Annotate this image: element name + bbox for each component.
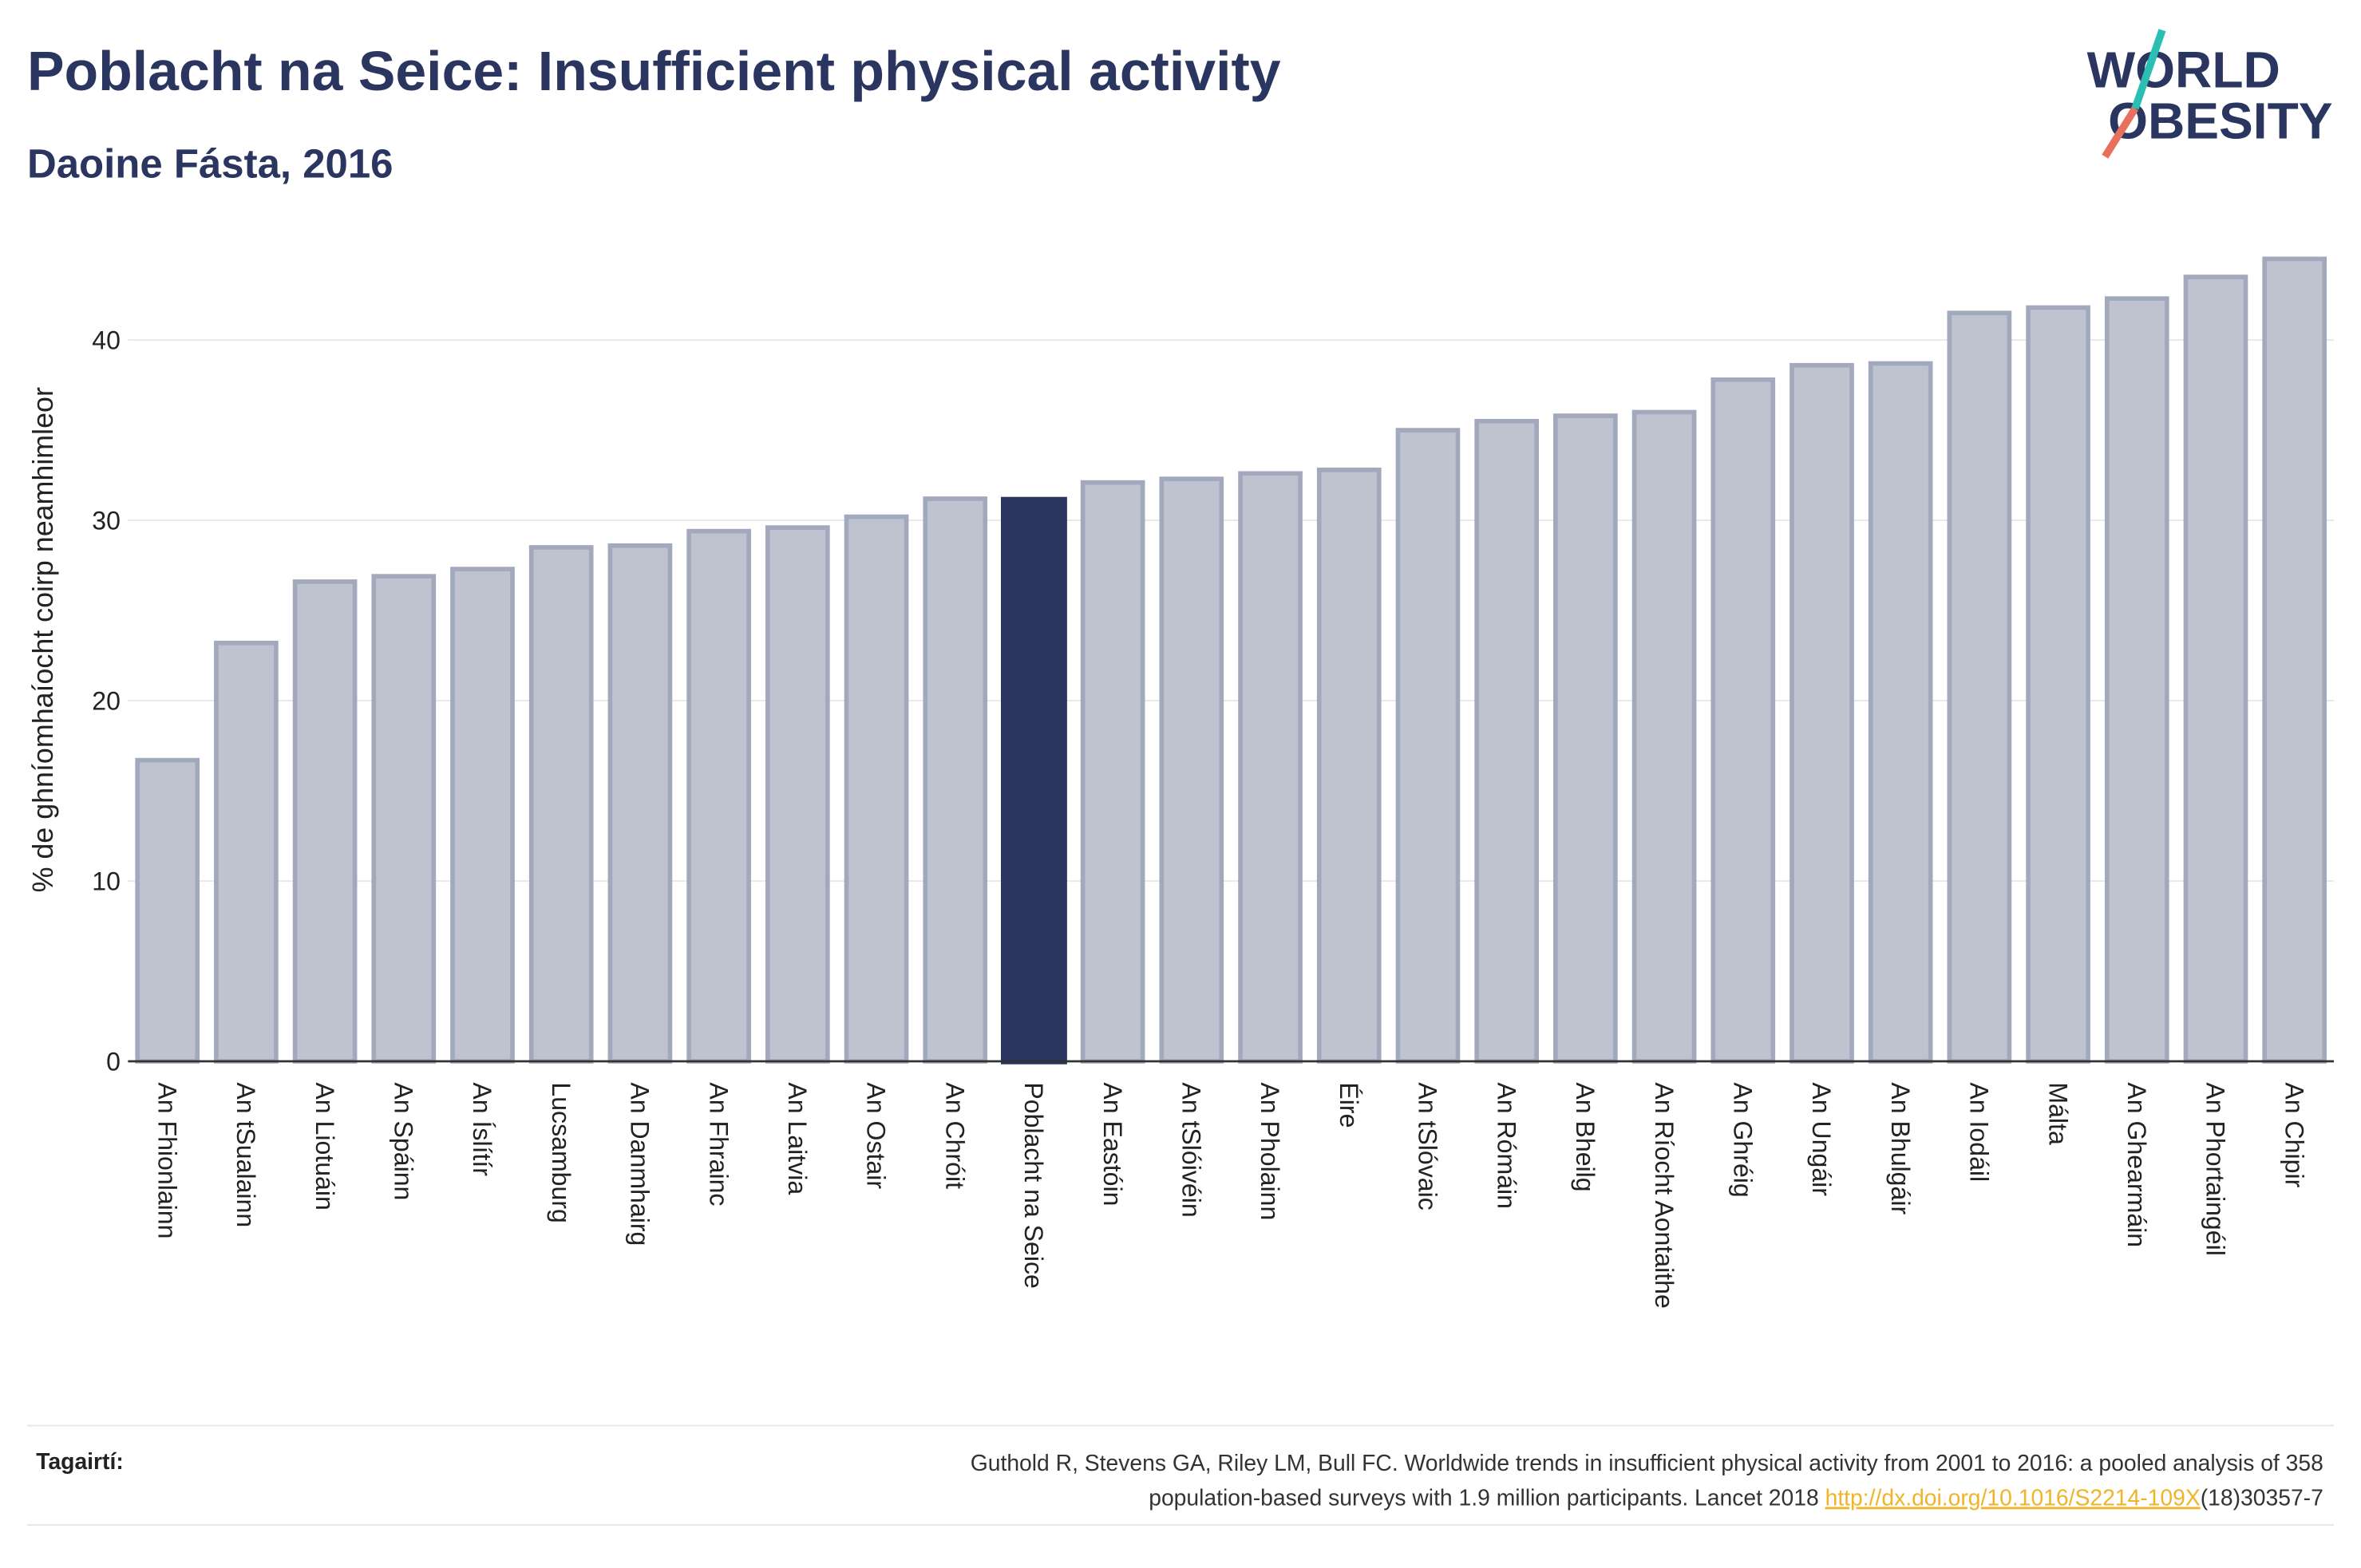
source-text: Guthold R, Stevens GA, Riley LM, Bull FC… xyxy=(971,1450,2323,1475)
y-tick-label: 40 xyxy=(92,326,121,354)
x-tick-label: An Ostair xyxy=(862,1082,891,1189)
bar xyxy=(844,514,909,1064)
bar xyxy=(1710,377,1776,1064)
y-tick-label: 10 xyxy=(92,867,121,895)
bar xyxy=(686,528,751,1064)
bar xyxy=(1238,471,1303,1064)
x-tick-label: An tSlóvaic xyxy=(1414,1082,1442,1210)
y-axis-label: % de ghníomhaíocht coirp neamhimleor xyxy=(27,387,59,892)
x-tick-label: An Pholainn xyxy=(1256,1082,1284,1220)
source-text: (18)30357-7 xyxy=(2201,1485,2323,1511)
logo-text: WORLD xyxy=(2087,41,2280,98)
bar xyxy=(1631,409,1697,1064)
bar xyxy=(1080,480,1145,1064)
source-text: population-based surveys with 1.9 millio… xyxy=(1149,1485,1825,1511)
x-tick-label: An Chipir xyxy=(2280,1082,2308,1187)
bar xyxy=(1553,413,1618,1064)
bar xyxy=(1395,428,1461,1064)
x-tick-label: An Eastóin xyxy=(1098,1082,1127,1206)
bar xyxy=(1316,467,1382,1064)
x-tick-label: An Fhrainc xyxy=(704,1082,733,1206)
chart-title: Poblacht na Seice: Insufficient physical… xyxy=(27,40,1281,102)
x-tick-label: An Ghréig xyxy=(1728,1082,1757,1197)
source-label: Tagairtí: xyxy=(36,1448,123,1474)
bar xyxy=(214,640,279,1064)
x-tick-label: An Fhionlainn xyxy=(152,1082,181,1238)
bar xyxy=(1474,418,1539,1064)
x-tick-label: An Liotuáin xyxy=(310,1082,339,1210)
x-tick-label: An Bhulgáir xyxy=(1886,1082,1915,1215)
bar xyxy=(371,574,437,1064)
bar xyxy=(528,545,594,1064)
x-tick-label: An Íslítír xyxy=(468,1082,496,1176)
chart-subtitle: Daoine Fásta, 2016 xyxy=(27,141,394,187)
bar xyxy=(607,543,673,1064)
bar xyxy=(923,496,988,1064)
x-tick-label: An Spáinn xyxy=(389,1082,417,1200)
bar xyxy=(1947,310,2012,1064)
x-tick-label: An Iodáil xyxy=(1965,1082,1994,1182)
x-tick-label: An Ungáir xyxy=(1807,1082,1836,1196)
x-tick-label: Lucsamburg xyxy=(547,1082,575,1222)
x-tick-label: An Danmhairg xyxy=(626,1082,655,1246)
x-tick-label: Poblacht na Seice xyxy=(1019,1082,1048,1288)
bar xyxy=(1159,476,1224,1064)
bar xyxy=(2104,296,2169,1064)
logo-text: OBESITY xyxy=(2108,93,2332,150)
y-tick-label: 30 xyxy=(92,506,121,535)
x-tick-label: An Phortaingéil xyxy=(2201,1082,2230,1255)
bar xyxy=(135,757,200,1064)
bar xyxy=(2262,256,2327,1064)
bar xyxy=(1868,361,1933,1064)
x-tick-label: An Bheilg xyxy=(1571,1082,1600,1191)
x-tick-label: An Ghearmáin xyxy=(2122,1082,2151,1247)
x-tick-label: Éire xyxy=(1335,1082,1363,1128)
x-tick-label: Málta xyxy=(2043,1082,2072,1145)
bar xyxy=(292,579,358,1064)
x-tick-label: An tSlóivéin xyxy=(1177,1082,1206,1217)
y-tick-label: 0 xyxy=(106,1047,121,1076)
source-text: population-based surveys with 1.9 millio… xyxy=(1149,1485,2323,1511)
x-tick-label: An Rómáin xyxy=(1492,1082,1521,1209)
bar xyxy=(765,525,830,1064)
x-tick-label: An Laitvia xyxy=(783,1082,812,1195)
x-tick-label: An tSualainn xyxy=(231,1082,260,1227)
x-tick-label: An Chróit xyxy=(940,1082,969,1189)
source-link[interactable]: http://dx.doi.org/10.1016/S2214-109X xyxy=(1825,1485,2201,1511)
logo-slash xyxy=(2131,29,2166,110)
bar xyxy=(2183,274,2248,1064)
bar xyxy=(450,567,515,1064)
logo-slash xyxy=(2102,106,2139,159)
bar xyxy=(2026,305,2090,1064)
y-tick-label: 20 xyxy=(92,686,121,715)
x-tick-label: An Ríocht Aontaithe xyxy=(1650,1082,1679,1308)
bar xyxy=(1000,496,1067,1064)
bar xyxy=(1790,362,1854,1064)
